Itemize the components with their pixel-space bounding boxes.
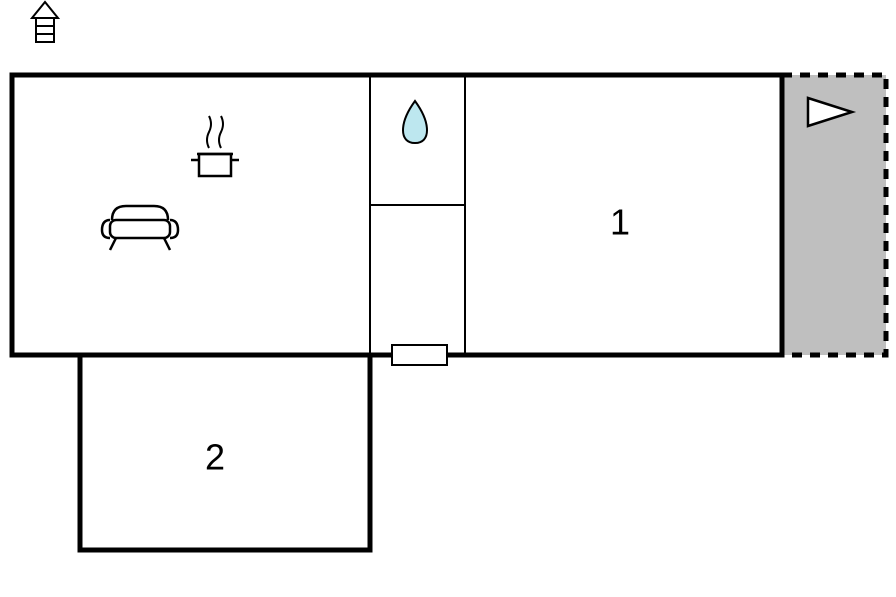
door-icon [392, 345, 447, 365]
canvas-bg [0, 0, 896, 597]
label-room-2: 2 [205, 437, 225, 478]
label-room-1: 1 [610, 202, 630, 243]
